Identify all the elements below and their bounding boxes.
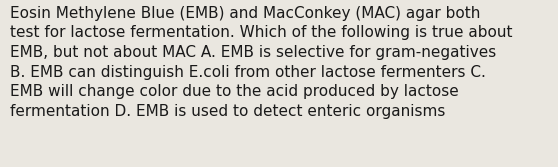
Text: Eosin Methylene Blue (EMB) and MacConkey (MAC) agar both
test for lactose fermen: Eosin Methylene Blue (EMB) and MacConkey… xyxy=(10,6,513,119)
